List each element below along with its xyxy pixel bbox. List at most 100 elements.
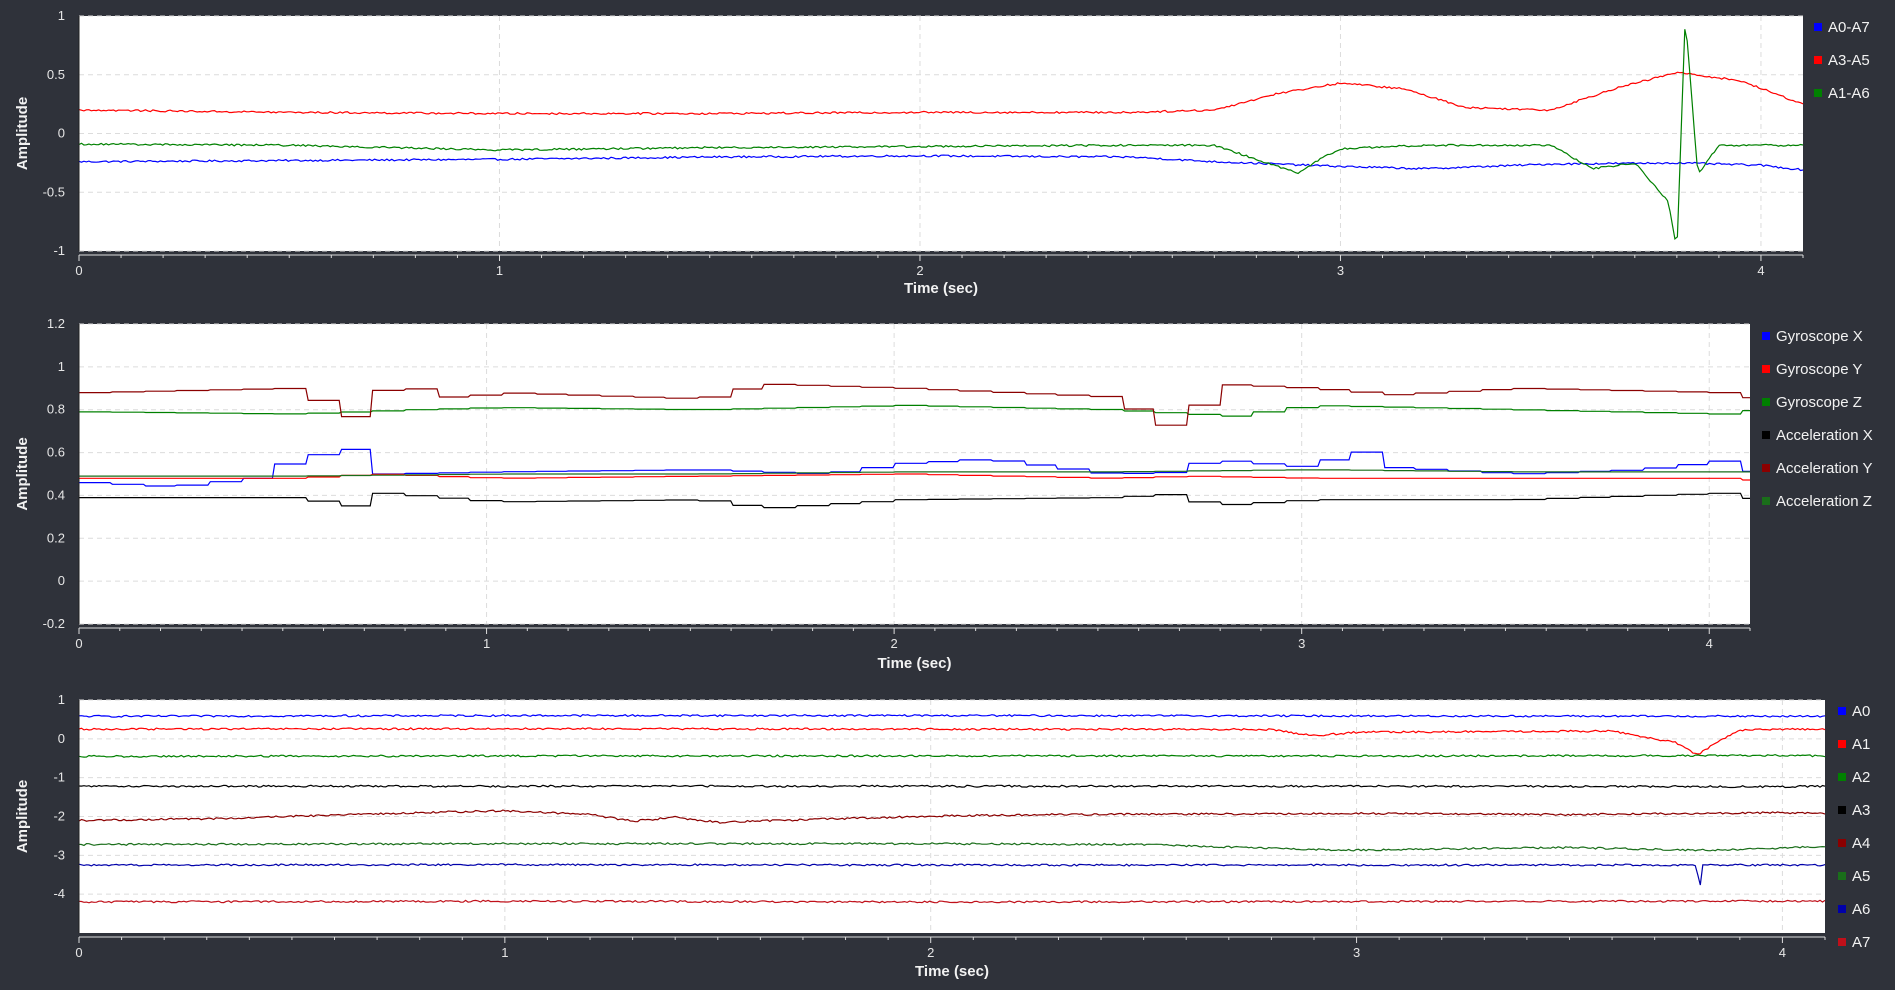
chart-panel-2: 0 1 2 3 4 -0.2 0 0.2 0.4 0.6 0.8 1 1.2 Time (sec) Ampl… <box>14 316 1873 672</box>
legend-item[interactable]: A2 <box>1838 769 1870 786</box>
legend-item[interactable]: A4 <box>1838 835 1870 852</box>
x-axis-title: Time (sec) <box>878 655 952 672</box>
series-line-a3[interactable] <box>78 784 1826 789</box>
series-line-a2[interactable] <box>78 753 1826 758</box>
series-line-a4[interactable] <box>78 809 1826 824</box>
legend-swatch <box>1838 905 1846 913</box>
series-line-a7[interactable] <box>78 899 1826 904</box>
legend-item[interactable]: Gyroscope X <box>1762 328 1863 345</box>
series-line-acceleration-x[interactable] <box>79 492 1750 509</box>
legend-swatch <box>1814 56 1822 64</box>
series-line-a1-a6[interactable] <box>78 29 1804 241</box>
legend-label: A3-A5 <box>1828 52 1870 69</box>
x-tick-label: 3 <box>1353 945 1360 960</box>
x-tick-label: 3 <box>1337 263 1344 278</box>
legend-item[interactable]: A1 <box>1838 736 1870 753</box>
legend-item[interactable]: A7 <box>1838 934 1870 951</box>
legend-label: A5 <box>1852 868 1870 885</box>
legend-swatch <box>1838 773 1846 781</box>
x-tick-label: 4 <box>1706 636 1713 651</box>
x-tick-label: 0 <box>75 263 82 278</box>
legend-item[interactable]: Acceleration Z <box>1762 493 1872 510</box>
legend-label: Gyroscope X <box>1776 328 1863 345</box>
legend-swatch <box>1838 872 1846 880</box>
x-tick-label: 2 <box>927 945 934 960</box>
legend: Gyroscope X Gyroscope Y Gyroscope Z Acceler… <box>1762 328 1873 510</box>
legend-swatch <box>1814 89 1822 97</box>
legend-label: Gyroscope Z <box>1776 394 1862 411</box>
series-line-acceleration-y[interactable] <box>79 383 1750 426</box>
chart-panel-1: 0 1 2 3 4 -1 -0.5 0 0.5 1 Time (sec) Amplitude A0-A7… <box>14 8 1870 297</box>
legend-swatch <box>1838 707 1846 715</box>
y-tick-label: 0 <box>58 126 65 141</box>
y-tick-label: 0.8 <box>47 402 65 417</box>
legend-swatch <box>1762 398 1770 406</box>
x-axis-title: Time (sec) <box>915 963 989 980</box>
y-tick-label: 1 <box>58 359 65 374</box>
legend-item[interactable]: A6 <box>1838 901 1870 918</box>
x-tick-label: 4 <box>1779 945 1786 960</box>
legend: A0-A7 A3-A5 A1-A6 <box>1814 19 1870 102</box>
series-line-a3-a5[interactable] <box>78 71 1804 116</box>
y-axis-title: Amplitude <box>14 437 31 510</box>
series-line-a6[interactable] <box>78 863 1826 886</box>
legend-label: A6 <box>1852 901 1870 918</box>
x-axis-title: Time (sec) <box>904 280 978 297</box>
legend-item[interactable]: A1-A6 <box>1814 85 1870 102</box>
legend-swatch <box>1838 740 1846 748</box>
legend-swatch <box>1762 497 1770 505</box>
legend-item[interactable]: Acceleration Y <box>1762 460 1872 477</box>
legend-item[interactable]: A0 <box>1838 703 1870 720</box>
y-tick-label: -3 <box>53 847 65 862</box>
legend-item[interactable]: A3-A5 <box>1814 52 1870 69</box>
series-line-a1[interactable] <box>78 727 1826 755</box>
y-tick-label: 0 <box>58 731 65 746</box>
x-tick-label: 0 <box>75 636 82 651</box>
x-tick-label: 2 <box>891 636 898 651</box>
series-line-a0[interactable] <box>78 713 1826 718</box>
y-tick-label: -0.2 <box>43 616 65 631</box>
series-line-a0-a7[interactable] <box>78 154 1804 172</box>
plot-area[interactable] <box>79 16 1803 251</box>
series-line-acceleration-z[interactable] <box>79 469 1750 477</box>
legend-label: A3 <box>1852 802 1870 819</box>
series-line-gyroscope-z[interactable] <box>79 404 1750 417</box>
legend-label: A0-A7 <box>1828 19 1870 36</box>
legend-label: Acceleration X <box>1776 427 1873 444</box>
legend-label: A1 <box>1852 736 1870 753</box>
x-tick-label: 3 <box>1298 636 1305 651</box>
legend-item[interactable]: Gyroscope Z <box>1762 394 1862 411</box>
y-tick-label: -2 <box>53 809 65 824</box>
y-tick-label: 0 <box>58 573 65 588</box>
legend-item[interactable]: A0-A7 <box>1814 19 1870 36</box>
y-tick-label: -1 <box>53 243 65 258</box>
y-tick-label: 1 <box>58 692 65 707</box>
y-tick-label: -0.5 <box>43 184 65 199</box>
y-tick-label: 0.5 <box>47 67 65 82</box>
legend-item[interactable]: Gyroscope Y <box>1762 361 1862 378</box>
legend-swatch <box>1814 23 1822 31</box>
legend-item[interactable]: A5 <box>1838 868 1870 885</box>
x-tick-label: 1 <box>496 263 503 278</box>
y-tick-label: -4 <box>53 886 65 901</box>
legend-swatch <box>1762 431 1770 439</box>
legend-label: A4 <box>1852 835 1870 852</box>
legend-item[interactable]: Acceleration X <box>1762 427 1873 444</box>
x-tick-label: 1 <box>501 945 508 960</box>
legend-label: A0 <box>1852 703 1870 720</box>
series-line-a5[interactable] <box>78 842 1826 852</box>
legend-item[interactable]: A3 <box>1838 802 1870 819</box>
chart-panel-3: 0 1 2 3 4 -4 -3 -2 -1 0 1 Time (sec) Amplitude A0 A1 A2… <box>14 692 1870 980</box>
legend-swatch <box>1762 332 1770 340</box>
legend-label: A1-A6 <box>1828 85 1870 102</box>
legend-label: A2 <box>1852 769 1870 786</box>
legend: A0 A1 A2 A3 A4 A5 A6 A7 <box>1838 703 1870 951</box>
legend-swatch <box>1838 938 1846 946</box>
legend-label: A7 <box>1852 934 1870 951</box>
x-tick-label: 0 <box>75 945 82 960</box>
legend-swatch <box>1762 464 1770 472</box>
y-tick-label: 1.2 <box>47 316 65 331</box>
x-tick-label: 2 <box>916 263 923 278</box>
legend-label: Acceleration Z <box>1776 493 1872 510</box>
